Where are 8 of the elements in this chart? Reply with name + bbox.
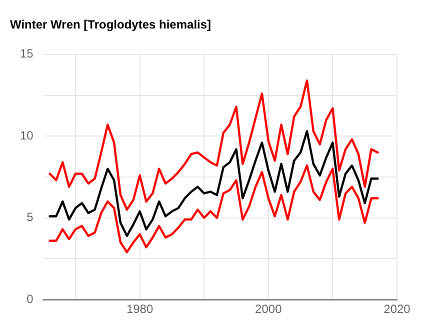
x-tick-label: 2020: [384, 302, 411, 316]
y-tick-label: 10: [20, 128, 34, 142]
x-tick-label: 1980: [126, 302, 154, 316]
y-tick-label: 15: [20, 46, 34, 61]
chart-title: Winter Wren [Troglodytes hiemalis]: [10, 18, 212, 32]
y-tick-label: 5: [26, 210, 34, 224]
x-tick-label: 2000: [255, 302, 282, 316]
y-tick-label: 0: [26, 292, 34, 306]
